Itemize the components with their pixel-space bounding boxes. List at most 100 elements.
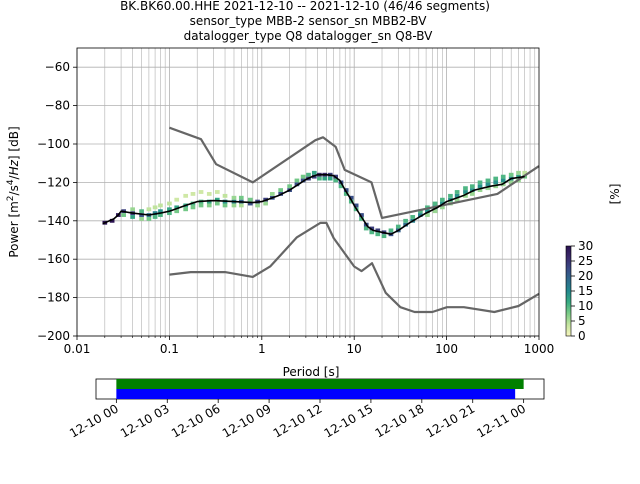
timeline-tick-label: 12-10 18 bbox=[373, 401, 427, 440]
timeline-tick-label: 12-10 06 bbox=[169, 401, 223, 440]
timeline-tick-label: 12-10 03 bbox=[118, 401, 172, 440]
ppsd-cell bbox=[214, 190, 220, 194]
ppsd-cell bbox=[263, 201, 268, 206]
ppsd-cell bbox=[174, 197, 180, 202]
plot-area bbox=[77, 48, 539, 336]
grid-lines bbox=[76, 48, 539, 337]
ppsd-cell bbox=[338, 184, 344, 189]
y-tick-label: −80 bbox=[45, 99, 70, 113]
ppsd-cell bbox=[353, 203, 359, 208]
ppsd-cell bbox=[174, 205, 180, 210]
ppsd-cell bbox=[183, 193, 189, 198]
ppsd-cell bbox=[294, 182, 300, 187]
ppsd-cell bbox=[317, 176, 322, 181]
ppsd-cell bbox=[231, 195, 237, 200]
ppsd-cell bbox=[333, 178, 338, 183]
ppsd-cell bbox=[278, 188, 283, 192]
plot-frame bbox=[76, 47, 540, 337]
ppsd-cell bbox=[470, 188, 475, 192]
timeline-tick-label: 12-10 21 bbox=[424, 401, 478, 440]
x-axis-label: Period [s] bbox=[283, 365, 340, 379]
ppsd-cell bbox=[448, 193, 453, 198]
timeline-tick-label: 12-10 15 bbox=[322, 401, 376, 440]
ppsd-cell bbox=[470, 184, 475, 189]
ppsd-cell bbox=[454, 193, 460, 198]
y-tick-label: −120 bbox=[37, 175, 70, 189]
ppsd-cell bbox=[158, 213, 163, 217]
ppsd-cell bbox=[287, 184, 292, 189]
ppsd-cell bbox=[500, 174, 506, 179]
ppsd-cell bbox=[255, 203, 260, 208]
ppsd-cell bbox=[190, 192, 196, 196]
ppsd-cell bbox=[454, 190, 460, 194]
ppsd-cell bbox=[418, 213, 423, 217]
ppsd-cell bbox=[121, 213, 127, 217]
figure-title: BK.BK60.00.HHE 2021-12-10 -- 2021-12-10 … bbox=[120, 0, 490, 43]
ppsd-cell bbox=[425, 209, 430, 214]
ppsd-cell bbox=[206, 192, 212, 196]
title-line-2: sensor_type MBB-2 sensor_sn MBB2-BV bbox=[190, 14, 428, 28]
colorbar-label: [%] bbox=[608, 184, 622, 205]
high-noise-model-line bbox=[169, 126, 540, 219]
y-tick-label: −180 bbox=[37, 291, 70, 305]
ppsd-cell bbox=[190, 205, 196, 210]
ppsd-cell bbox=[222, 203, 228, 208]
ppsd-cell bbox=[206, 203, 212, 208]
ppsd-cell bbox=[508, 180, 514, 185]
ppsd-cell bbox=[363, 226, 369, 231]
x-tick-label: 0.01 bbox=[64, 342, 91, 356]
ppsd-cell bbox=[388, 228, 394, 233]
ppsd-cell bbox=[359, 213, 364, 217]
ppsd-cell bbox=[130, 215, 135, 219]
ppsd-cell bbox=[463, 190, 468, 194]
ppsd-cell bbox=[247, 201, 253, 206]
timeline-tick-label: 12-10 12 bbox=[271, 401, 325, 440]
ppsd-cell bbox=[477, 188, 483, 192]
ppsd-cell bbox=[109, 218, 115, 223]
x-tick-label: 100 bbox=[435, 342, 458, 356]
ppsd-cell bbox=[485, 178, 491, 183]
colorbar-tick-label: 10 bbox=[578, 299, 593, 313]
y-tick-label: −160 bbox=[37, 252, 70, 266]
ppsd-cell bbox=[432, 209, 438, 214]
timeline-tick-label: 12-10 09 bbox=[220, 401, 274, 440]
noise-models bbox=[169, 126, 540, 314]
y-tick-label: −100 bbox=[37, 137, 70, 151]
timeline-tick-label: 12-10 00 bbox=[67, 401, 121, 440]
y-axis-ticks: −200 −180 −160 −140 −120 −100 −80 −60 bbox=[37, 60, 77, 343]
ppsd-cell bbox=[130, 207, 135, 212]
ppsd-cell bbox=[381, 234, 387, 239]
colorbar-gradient bbox=[565, 245, 572, 337]
ppsd-cell bbox=[198, 203, 204, 208]
ppsd-cell bbox=[485, 182, 491, 187]
ppsd-cell bbox=[306, 172, 311, 177]
ppsd-cell bbox=[343, 188, 349, 192]
ppsd-cell bbox=[322, 176, 328, 181]
ppsd-cell bbox=[139, 213, 144, 217]
ppsd-cell bbox=[238, 195, 244, 200]
ppsd-cell bbox=[311, 170, 317, 175]
ppsd-cell bbox=[152, 205, 158, 210]
y-tick-label: −60 bbox=[45, 60, 70, 74]
ppsd-cell bbox=[410, 215, 416, 219]
ppsd-cell bbox=[167, 201, 172, 206]
ppsd-cell bbox=[231, 203, 237, 208]
ppsd-plot: −200 −180 −160 −140 −120 −100 −80 −60 0.01 0.1 1 1… bbox=[6, 47, 554, 379]
timeline-bars bbox=[116, 379, 524, 399]
ppsd-cell bbox=[359, 216, 364, 221]
ppsd-cell bbox=[493, 184, 499, 189]
ppsd-cell bbox=[343, 192, 349, 196]
ppsd-cell bbox=[432, 201, 438, 206]
colorbar-tick-label: 20 bbox=[578, 269, 593, 283]
ppsd-cell bbox=[395, 224, 401, 229]
ppsd-cell bbox=[139, 209, 144, 214]
ppsd-cell bbox=[369, 226, 375, 231]
title-line-1: BK.BK60.00.HHE 2021-12-10 -- 2021-12-10 … bbox=[120, 0, 490, 13]
x-tick-label: 1 bbox=[258, 342, 266, 356]
y-tick-label: −200 bbox=[37, 329, 70, 343]
